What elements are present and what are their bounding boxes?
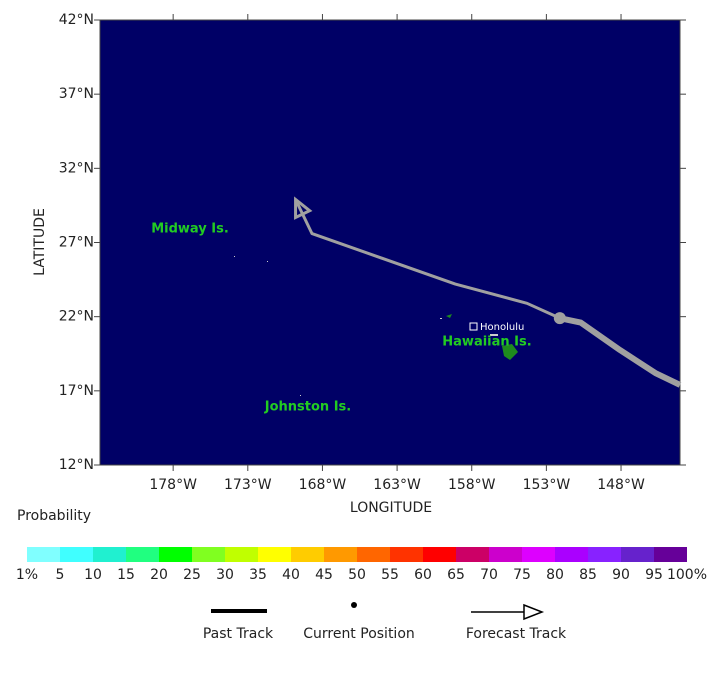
island (267, 261, 268, 262)
color-swatch (27, 547, 60, 562)
color-swatch (588, 547, 621, 562)
island (300, 395, 301, 396)
x-tick-label: 158°W (448, 477, 496, 493)
city-label: Honolulu (480, 322, 524, 333)
color-swatch (555, 547, 588, 562)
y-axis-label: LATITUDE (32, 208, 48, 276)
color-swatch (60, 547, 93, 562)
colorbar-label: 70 (480, 567, 498, 583)
color-swatch (357, 547, 390, 562)
island (502, 344, 518, 360)
color-swatch (489, 547, 522, 562)
colorbar-label: 1% (16, 567, 38, 583)
place-label: Hawaiian Is. (442, 335, 531, 350)
color-swatch (324, 547, 357, 562)
map-area (100, 20, 680, 465)
colorbar-label: 85 (579, 567, 597, 583)
city-marker (469, 322, 478, 331)
y-tick-label: 37°N (59, 86, 94, 102)
y-tick-label: 12°N (59, 457, 94, 473)
legend-label: Current Position (303, 626, 415, 642)
x-tick-label: 153°W (523, 477, 571, 493)
colorbar-label: 50 (348, 567, 366, 583)
island (440, 318, 442, 319)
colorbar-label: 30 (216, 567, 234, 583)
x-tick-label: 168°W (299, 477, 347, 493)
colorbar-label: 15 (117, 567, 135, 583)
colorbar-label: 75 (513, 567, 531, 583)
y-tick-label: 17°N (59, 383, 94, 399)
past-track (559, 315, 682, 388)
color-swatch (126, 547, 159, 562)
color-swatch (159, 547, 192, 562)
y-tick-label: 27°N (59, 235, 94, 251)
color-swatch (621, 547, 654, 562)
colorbar-label: 10 (84, 567, 102, 583)
legend-label: Past Track (203, 626, 274, 642)
color-swatch (456, 547, 489, 562)
colorbar-label: 35 (249, 567, 267, 583)
x-tick-label: 148°W (597, 477, 645, 493)
y-tick-label: 32°N (59, 160, 94, 176)
place-label: Johnston Is. (264, 400, 351, 415)
forecast-track (294, 198, 561, 320)
colorbar-label: 20 (150, 567, 168, 583)
colorbar-label: 5 (56, 567, 65, 583)
legend-label: Forecast Track (466, 626, 567, 642)
islands (234, 256, 518, 396)
y-tick-label: 22°N (59, 309, 94, 325)
x-axis-label: LONGITUDE (350, 500, 432, 516)
color-swatch (225, 547, 258, 562)
colorbar-label: 60 (414, 567, 432, 583)
legend-current-icon (351, 602, 357, 608)
color-swatch (93, 547, 126, 562)
x-tick-label: 163°W (373, 477, 421, 493)
island (490, 334, 498, 336)
colorbar-label: 100% (667, 567, 707, 583)
y-tick-label: 42°N (59, 12, 94, 28)
forecast-arrowhead (294, 196, 313, 220)
color-swatch (291, 547, 324, 562)
x-tick-label: 173°W (224, 477, 272, 493)
colorbar-label: 90 (612, 567, 630, 583)
colorbar-label: 80 (546, 567, 564, 583)
colorbar-label: 55 (381, 567, 399, 583)
legend-forecast-arrow (523, 603, 545, 621)
color-swatch (390, 547, 423, 562)
colorbar-label: 40 (282, 567, 300, 583)
colorbar-label: 45 (315, 567, 333, 583)
island (446, 314, 452, 318)
current-position (553, 312, 566, 325)
color-swatch (258, 547, 291, 562)
island (234, 256, 235, 257)
colorbar-label: 25 (183, 567, 201, 583)
place-label: Midway Is. (151, 222, 229, 237)
color-swatch (192, 547, 225, 562)
color-swatch (654, 547, 687, 562)
colorbar-title: Probability (17, 508, 91, 524)
color-swatch (423, 547, 456, 562)
color-swatch (522, 547, 555, 562)
x-tick-label: 178°W (149, 477, 197, 493)
colorbar-label: 95 (645, 567, 663, 583)
colorbar-label: 65 (447, 567, 465, 583)
